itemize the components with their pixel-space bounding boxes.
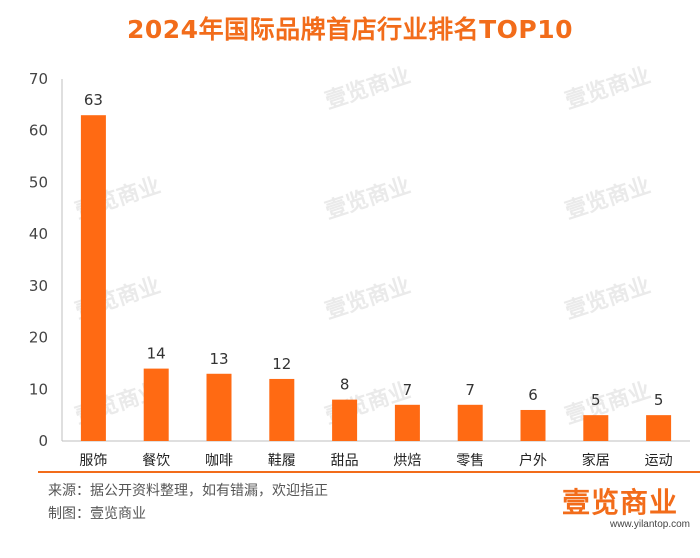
- watermark-text: 壹览商业: [562, 272, 654, 324]
- watermark-text: 壹览商业: [322, 172, 414, 224]
- x-axis-labels: 服饰 餐饮 咖啡 鞋履 甜品 烘焙 零售 户外 家居 运动: [79, 452, 672, 469]
- brand-url: www.yilantop.com: [609, 519, 690, 530]
- x-tick-label: 甜品: [331, 453, 359, 469]
- x-tick-label: 咖啡: [205, 453, 233, 469]
- data-label: 12: [272, 355, 291, 373]
- x-tick-label: 餐饮: [142, 453, 170, 469]
- data-label: 13: [209, 350, 228, 368]
- x-tick-label: 烘焙: [393, 453, 421, 469]
- data-label: 7: [403, 381, 413, 399]
- watermark-text: 壹览商业: [322, 272, 414, 324]
- data-label: 7: [465, 381, 475, 399]
- bar: [269, 378, 295, 441]
- data-label: 63: [84, 91, 103, 109]
- watermark-text: 壹览商业: [562, 62, 654, 114]
- watermark-text: 壹览商业: [562, 172, 654, 224]
- bar: [332, 399, 358, 441]
- bar-series: [80, 115, 672, 441]
- x-tick-label: 家居: [582, 452, 610, 469]
- bar: [646, 415, 672, 441]
- y-tick-label: 30: [29, 277, 48, 295]
- y-tick-label: 10: [29, 380, 48, 398]
- source-note: 来源：据公开资料整理，如有错漏，欢迎指正: [48, 483, 328, 499]
- y-tick-label: 50: [29, 173, 48, 191]
- brand-logo: 壹览商业: [561, 486, 678, 519]
- x-tick-label: 运动: [645, 453, 673, 469]
- bar: [583, 415, 609, 441]
- bar: [80, 115, 106, 441]
- chart-title: 2024年国际品牌首店行业排名TOP10: [127, 15, 573, 44]
- data-labels: 63 14 13 12 8 7 7 6 5 5: [84, 91, 664, 409]
- data-label: 5: [591, 391, 601, 409]
- x-tick-label: 户外: [519, 452, 547, 469]
- y-tick-label: 0: [38, 432, 48, 450]
- x-tick-label: 零售: [456, 453, 484, 469]
- data-label: 6: [528, 386, 538, 404]
- bar: [457, 404, 483, 441]
- bar: [143, 368, 169, 441]
- bar: [394, 404, 420, 441]
- data-label: 8: [340, 376, 350, 394]
- data-label: 14: [147, 345, 166, 363]
- maker-note: 制图：壹览商业: [48, 506, 146, 522]
- bar: [520, 409, 546, 441]
- x-tick-label: 鞋履: [268, 453, 296, 469]
- data-label: 5: [654, 391, 664, 409]
- y-tick-label: 40: [29, 225, 48, 243]
- y-tick-label: 60: [29, 122, 48, 140]
- watermark-text: 壹览商业: [322, 62, 414, 114]
- y-axis-ticks: 0 10 20 30 40 50 60 70: [29, 70, 48, 450]
- y-tick-label: 20: [29, 329, 48, 347]
- bar: [206, 373, 232, 441]
- y-tick-label: 70: [29, 70, 48, 88]
- footer-divider: [38, 471, 700, 473]
- x-tick-label: 服饰: [79, 453, 107, 469]
